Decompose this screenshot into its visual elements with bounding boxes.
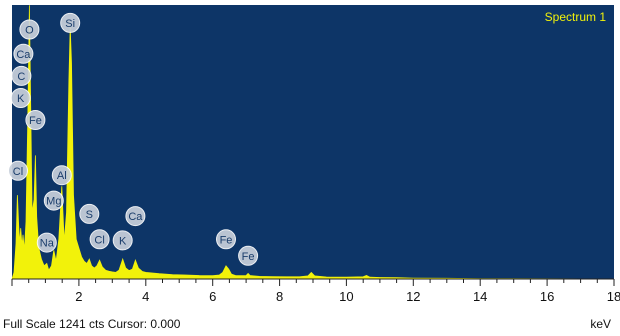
peak-symbol: K bbox=[17, 93, 25, 105]
peak-marker bbox=[79, 203, 100, 224]
peak-label-na-9: Na bbox=[36, 232, 57, 253]
peak-marker bbox=[216, 229, 236, 250]
peak-label-o-0: O bbox=[19, 19, 40, 40]
peak-label-al-6: Al bbox=[51, 165, 72, 186]
peak-marker bbox=[43, 190, 64, 211]
peak-symbol: Ca bbox=[16, 49, 31, 61]
x-tick-label: 8 bbox=[276, 289, 283, 304]
peak-label-k-3: K bbox=[10, 88, 31, 108]
footer-status: Full Scale 1241 cts Cursor: 0.000 bbox=[3, 317, 181, 331]
peak-label-cl-5: Cl bbox=[8, 160, 28, 181]
peak-symbol: S bbox=[86, 209, 93, 221]
peak-marker bbox=[51, 165, 72, 186]
x-tick-label: 6 bbox=[209, 289, 216, 304]
peak-symbol: Fe bbox=[29, 115, 42, 127]
peak-marker bbox=[238, 245, 259, 266]
peak-marker bbox=[36, 232, 57, 253]
x-tick-label: 4 bbox=[142, 289, 149, 304]
x-tick-label: 16 bbox=[540, 289, 554, 304]
peak-marker bbox=[25, 110, 46, 130]
peak-marker bbox=[19, 19, 40, 40]
peak-marker bbox=[10, 88, 31, 108]
peak-symbol: C bbox=[17, 71, 25, 83]
peak-marker bbox=[8, 160, 28, 181]
x-tick-label: 2 bbox=[75, 289, 82, 304]
peak-label-fe-14: Fe bbox=[216, 229, 236, 250]
peak-marker bbox=[89, 229, 110, 250]
peak-marker bbox=[125, 206, 146, 227]
peak-symbol: Fe bbox=[220, 234, 233, 246]
peak-symbol: Al bbox=[57, 170, 67, 182]
peak-label-k-12: K bbox=[112, 230, 133, 251]
peak-label-si-8: Si bbox=[60, 12, 81, 33]
peak-symbol: O bbox=[25, 25, 34, 37]
spectrum-series bbox=[11, 5, 615, 280]
x-unit-label: keV bbox=[590, 317, 611, 331]
peak-label-ca-1: Ca bbox=[13, 43, 34, 64]
peak-marker bbox=[11, 65, 32, 86]
x-tick-label: 12 bbox=[406, 289, 420, 304]
peak-symbol: Mg bbox=[46, 196, 61, 208]
peak-marker bbox=[60, 12, 81, 33]
plot-background bbox=[12, 5, 614, 279]
chart-title: Spectrum 1 bbox=[545, 10, 607, 24]
peak-symbol: Na bbox=[40, 238, 55, 250]
peak-label-ca-13: Ca bbox=[125, 206, 146, 227]
peak-symbol: K bbox=[119, 235, 127, 247]
peak-label-fe-4: Fe bbox=[25, 110, 46, 130]
peak-label-c-2: C bbox=[11, 65, 32, 86]
peak-symbol: Ca bbox=[128, 211, 143, 223]
peak-symbol: Cl bbox=[94, 234, 104, 246]
peak-label-cl-11: Cl bbox=[89, 229, 110, 250]
peak-symbol: Fe bbox=[242, 251, 255, 263]
x-tick-label: 14 bbox=[473, 289, 487, 304]
peak-marker bbox=[112, 230, 133, 251]
peak-symbol: Si bbox=[65, 18, 75, 30]
peak-label-mg-7: Mg bbox=[43, 190, 64, 211]
x-tick-label: 18 bbox=[607, 289, 620, 304]
peak-label-fe-15: Fe bbox=[238, 245, 259, 266]
x-tick-label: 10 bbox=[339, 289, 353, 304]
peak-label-s-10: S bbox=[79, 203, 100, 224]
peak-marker bbox=[13, 43, 34, 64]
peak-symbol: Cl bbox=[13, 166, 23, 178]
